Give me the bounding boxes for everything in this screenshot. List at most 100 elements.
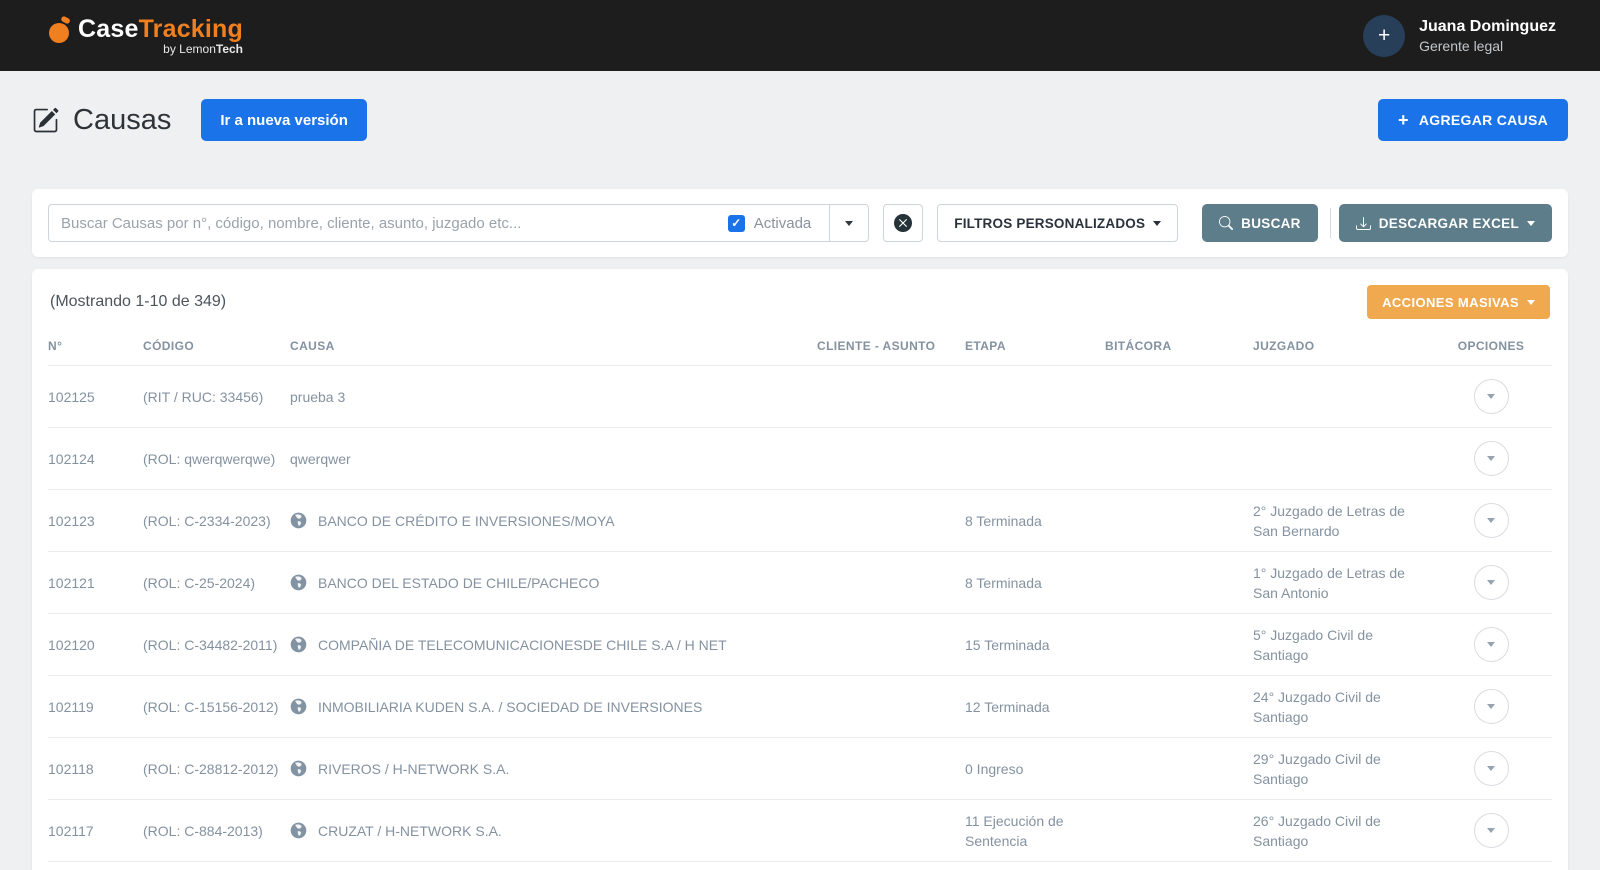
case-options-cell	[1430, 737, 1552, 800]
case-court: 2° Juzgado de Letras de San Bernardo	[1253, 489, 1430, 552]
case-client	[817, 737, 965, 800]
clear-search-button[interactable]	[883, 204, 924, 242]
col-header-causa: CAUSA	[290, 339, 335, 353]
case-court	[1253, 861, 1430, 870]
table-header-row: N° CÓDIGO CAUSA CLIENTE - ASUNTO ETAPA B…	[48, 331, 1552, 366]
case-title-link[interactable]: RIVEROS / H-NETWORK S.A.	[318, 760, 510, 777]
row-options-button[interactable]	[1473, 503, 1509, 538]
case-title-cell: INMOBILIARIA KUDEN S.A. / SOCIEDAD DE IN…	[290, 675, 817, 738]
search-panel: ✓ Activada FILTROS PERSONALIZADOS	[32, 189, 1568, 257]
case-stage: 8 Terminada	[965, 551, 1105, 614]
row-options-button[interactable]	[1473, 379, 1509, 414]
row-options-button[interactable]	[1473, 565, 1509, 600]
case-title-cell: RIVEROS / H-NETWORK S.A.	[290, 737, 817, 800]
row-options-button[interactable]	[1473, 627, 1509, 662]
download-icon	[1355, 216, 1371, 231]
case-client	[817, 427, 965, 490]
case-code: (ROL: C-15156-2012)	[143, 675, 290, 738]
table-row: 102123 (ROL: C-2334-2023) BANCO DE CRÉDI…	[48, 489, 1552, 552]
new-version-button[interactable]: Ir a nueva versión	[201, 99, 367, 141]
col-header-juzgado: JUZGADO	[1253, 339, 1315, 353]
case-stage: 12 Terminada	[965, 675, 1105, 738]
case-code: (ROL: qwerqwerqwe)	[143, 427, 290, 490]
row-options-button[interactable]	[1473, 689, 1509, 724]
case-court: 24° Juzgado Civil de Santiago	[1253, 675, 1430, 738]
showing-count: (Mostrando 1-10 de 349)	[50, 293, 227, 310]
page-title: Causas	[73, 103, 172, 136]
col-header-bitacora: BITÁCORA	[1105, 339, 1172, 353]
case-log	[1105, 427, 1253, 490]
col-header-codigo: CÓDIGO	[143, 339, 195, 353]
case-stage	[965, 427, 1105, 490]
search-button[interactable]: BUSCAR	[1202, 204, 1318, 242]
case-title-link[interactable]: CRUZAT / H-NETWORK S.A.	[318, 822, 502, 839]
table-row: 102124 (ROL: qwerqwerqwe) qwerqwer	[48, 427, 1552, 490]
add-cause-button[interactable]: + AGREGAR CAUSA	[1378, 99, 1568, 141]
table-row: 102118 (ROL: C-28812-2012) RIVEROS / H-N…	[48, 737, 1552, 800]
brand-logo[interactable]: CaseTracking by LemonTech	[48, 15, 243, 56]
table-row: 102120 (ROL: C-34482-2011) COMPAÑIA DE T…	[48, 613, 1552, 676]
lemon-icon	[48, 15, 72, 44]
case-code: (RIT / RUC: 33456)	[143, 365, 290, 428]
case-title-link[interactable]: BANCO DE CRÉDITO E INVERSIONES/MOYA	[318, 512, 615, 529]
case-code: (ROL: C-34482-2011)	[143, 613, 290, 676]
globe-icon	[290, 760, 307, 777]
table-row: 102119 (ROL: C-15156-2012) INMOBILIARIA …	[48, 675, 1552, 738]
case-title-link[interactable]: qwerqwer	[290, 450, 351, 467]
case-title-link[interactable]: prueba 3	[290, 388, 346, 405]
search-input[interactable]	[61, 214, 728, 232]
case-options-cell	[1430, 675, 1552, 738]
activada-checkbox[interactable]: ✓	[727, 214, 745, 232]
case-log	[1105, 365, 1253, 428]
chevron-down-icon	[1487, 456, 1495, 461]
case-stage	[965, 861, 1105, 870]
row-options-button[interactable]	[1473, 441, 1509, 476]
case-court: 29° Juzgado Civil de Santiago	[1253, 737, 1430, 800]
clear-icon	[894, 214, 913, 232]
case-number: 102118	[48, 737, 143, 800]
case-title-link[interactable]: BANCO DEL ESTADO DE CHILE/PACHECO	[318, 574, 600, 591]
case-options-cell	[1430, 861, 1552, 870]
search-options-caret-button[interactable]	[829, 204, 870, 242]
row-options-button[interactable]	[1473, 751, 1509, 786]
case-court: 1° Juzgado de Letras de San Antonio	[1253, 551, 1430, 614]
table-row: 102125 (RIT / RUC: 33456) prueba 3	[48, 365, 1552, 428]
download-excel-button[interactable]: DESCARGAR EXCEL	[1338, 204, 1552, 242]
case-title-cell: COMPAÑIA DE TELECOMUNICACIONESDE CHILE S…	[290, 613, 817, 676]
case-log	[1105, 613, 1253, 676]
chevron-down-icon	[1527, 299, 1535, 305]
case-title-cell: CRUZAT / H-NETWORK S.A.	[290, 799, 817, 862]
search-group: ✓ Activada	[48, 204, 870, 242]
avatar[interactable]: +	[1363, 14, 1406, 57]
case-code: Sin Código	[143, 861, 290, 870]
case-client	[817, 799, 965, 862]
case-log	[1105, 861, 1253, 870]
edit-icon	[32, 107, 59, 134]
globe-icon	[290, 574, 307, 591]
chevron-down-icon	[1487, 704, 1495, 709]
custom-filters-button[interactable]: FILTROS PERSONALIZADOS	[937, 204, 1179, 242]
top-bar: CaseTracking by LemonTech + Juana Doming…	[0, 0, 1600, 71]
globe-icon	[290, 822, 307, 839]
row-options-button[interactable]	[1473, 813, 1509, 848]
table-row: 102121 (ROL: C-25-2024) BANCO DEL ESTADO…	[48, 551, 1552, 614]
case-number: 102121	[48, 551, 143, 614]
user-menu[interactable]: + Juana Dominguez Gerente legal	[1363, 14, 1556, 57]
col-header-numero: N°	[48, 339, 63, 353]
case-log	[1105, 737, 1253, 800]
case-court	[1253, 365, 1430, 428]
col-header-opciones: OPCIONES	[1457, 339, 1525, 353]
case-log	[1105, 489, 1253, 552]
case-number: 102119	[48, 675, 143, 738]
bulk-actions-button[interactable]: ACCIONES MASIVAS	[1367, 285, 1550, 319]
col-header-etapa: ETAPA	[965, 339, 1006, 353]
case-title-link[interactable]: COMPAÑIA DE TELECOMUNICACIONESDE CHILE S…	[318, 636, 727, 653]
case-number: 102120	[48, 613, 143, 676]
case-title-cell: Sin título	[290, 861, 817, 870]
case-court: 5° Juzgado Civil de Santiago	[1253, 613, 1430, 676]
chevron-down-icon	[845, 220, 854, 226]
page-header: Causas Ir a nueva versión + AGREGAR CAUS…	[32, 97, 1568, 143]
case-title-link[interactable]: INMOBILIARIA KUDEN S.A. / SOCIEDAD DE IN…	[318, 698, 703, 715]
case-log	[1105, 799, 1253, 862]
case-stage: 8 Terminada	[965, 489, 1105, 552]
